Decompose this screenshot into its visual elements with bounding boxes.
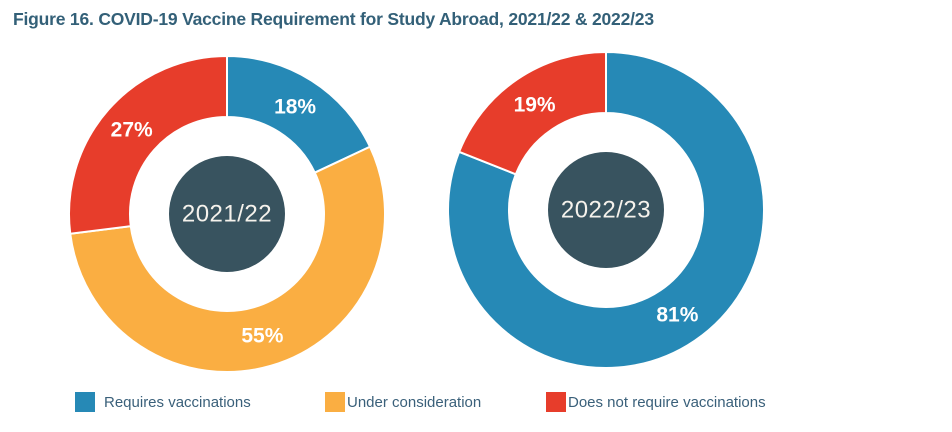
donut-slice-requires-vaccinations	[447, 51, 765, 369]
legend-item-requires-vaccinations: Requires vaccinations	[75, 392, 251, 412]
legend-item-under-consideration: Under consideration	[325, 392, 481, 412]
legend-swatch-orange	[325, 392, 345, 412]
donut-slice-does-not-require-vaccinations	[458, 51, 607, 176]
legend: Requires vaccinations Under consideratio…	[0, 392, 952, 416]
donut-slice-does-not-require-vaccinations	[68, 55, 228, 235]
figure-title: Figure 16. COVID-19 Vaccine Requirement …	[13, 9, 654, 29]
legend-swatch-red	[546, 392, 566, 412]
legend-label: Requires vaccinations	[104, 393, 251, 411]
donut-center-label: 2021/22	[182, 201, 272, 228]
donut-chart-2021-22: 18% 55% 27% 2021/22	[68, 55, 386, 374]
slice-percentage-label: 27%	[111, 119, 153, 142]
donut-center-label: 2022/23	[561, 197, 651, 224]
legend-label: Does not require vaccinations	[568, 393, 766, 411]
slice-percentage-label: 55%	[241, 325, 283, 348]
slice-percentage-label: 19%	[514, 94, 556, 117]
slice-percentage-label: 18%	[274, 95, 316, 118]
slice-percentage-label: 81%	[656, 304, 698, 327]
legend-swatch-blue	[75, 392, 95, 412]
legend-label: Under consideration	[347, 393, 482, 411]
legend-item-does-not-require-vaccinations: Does not require vaccinations	[546, 392, 766, 412]
donut-slice-under-consideration	[69, 145, 386, 374]
donut-center-circle	[169, 156, 285, 272]
donut-center-circle	[548, 152, 664, 268]
donut-chart-2022-23: 81% 19% 2022/23	[447, 51, 765, 369]
